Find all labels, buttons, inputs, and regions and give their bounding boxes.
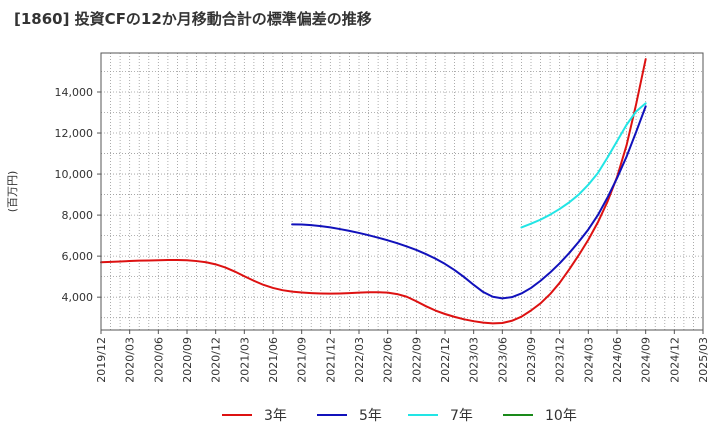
series-line-2 (520, 102, 647, 229)
x-tick-label: 2023/09 (525, 337, 538, 383)
grid-layer (100, 53, 704, 330)
y-tick-label: 12,000 (55, 127, 94, 140)
legend: 3年 5年 7年 10年 (222, 408, 577, 424)
legend-label-2: 7年 (450, 408, 473, 424)
y-tick-label: 10,000 (55, 168, 94, 181)
x-tick-label: 2023/06 (496, 337, 509, 383)
x-tick-label: 2022/12 (439, 337, 452, 383)
x-tick-label: 2020/03 (124, 337, 137, 383)
x-tick-label: 2021/03 (238, 337, 251, 383)
y-tick-label: 8,000 (62, 209, 94, 222)
y-tick-label: 6,000 (62, 250, 94, 263)
x-tick-label: 2021/06 (267, 337, 280, 383)
chart-title: [1860] 投資CFの12か月移動合計の標準偏差の推移 (14, 10, 372, 28)
plot-frame (100, 52, 704, 331)
series-layer (100, 58, 647, 325)
axis-layer: 4,000 6,000 8,000 10,000 12,000 14,000 2019/12… (6, 52, 710, 383)
x-tick-label: 2020/09 (181, 337, 194, 383)
series-line-0 (100, 58, 647, 325)
y-axis-label: (百万円) (6, 171, 19, 213)
legend-label-0: 3年 (264, 408, 287, 424)
x-tick-label: 2021/12 (324, 337, 337, 383)
x-tick-label: 2024/12 (668, 337, 681, 383)
y-tick-label: 14,000 (55, 86, 94, 99)
x-tick-label: 2024/03 (582, 337, 595, 383)
x-tick-label: 2022/09 (410, 337, 423, 383)
x-tick-label: 2022/03 (353, 337, 366, 383)
x-tick-label: 2021/09 (296, 337, 309, 383)
series-line-1 (291, 105, 647, 300)
x-tick-label: 2019/12 (95, 337, 108, 383)
plot-area (101, 53, 703, 330)
x-tick-label: 2020/12 (210, 337, 223, 383)
x-tick-label: 2024/06 (611, 337, 624, 383)
x-tick-label: 2022/06 (382, 337, 395, 383)
x-tick-label: 2023/03 (468, 337, 481, 383)
x-tick-label: 2024/09 (640, 337, 653, 383)
x-tick-label: 2020/06 (152, 337, 165, 383)
x-tick-label: 2023/12 (554, 337, 567, 383)
legend-label-3: 10年 (545, 408, 577, 424)
x-tick-label: 2025/03 (697, 337, 710, 383)
y-tick-label: 4,000 (62, 291, 94, 304)
legend-label-1: 5年 (359, 408, 382, 424)
